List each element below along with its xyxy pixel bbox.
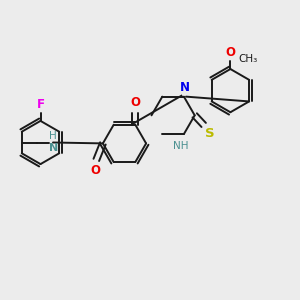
Text: CH₃: CH₃: [238, 53, 257, 64]
Text: O: O: [90, 164, 100, 177]
Text: F: F: [37, 98, 44, 111]
Text: N: N: [179, 81, 190, 94]
Text: NH: NH: [172, 141, 188, 151]
Text: O: O: [225, 46, 236, 59]
Text: H: H: [49, 131, 57, 141]
Text: S: S: [206, 127, 215, 140]
Text: N: N: [49, 143, 58, 153]
Text: O: O: [130, 96, 140, 109]
